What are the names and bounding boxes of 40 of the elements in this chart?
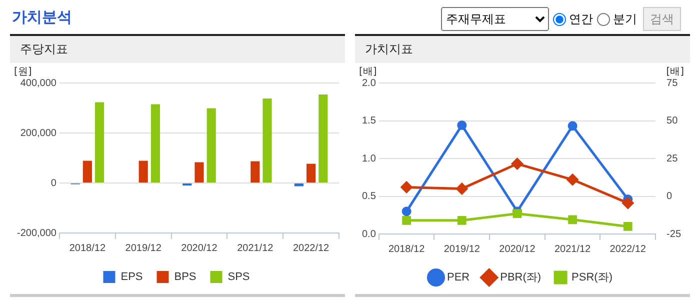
y-tick-label: 0 (50, 178, 57, 189)
chart-title: 가치지표 (355, 34, 690, 63)
legend-label: BPS (174, 271, 196, 284)
text: 분기 (612, 10, 637, 28)
x-tick-label: 2021/12 (554, 244, 592, 255)
text: 가치분석 (12, 8, 72, 27)
legend-label: PER (446, 272, 470, 284)
y2-tick-label: 50 (666, 116, 678, 126)
y2-tick-label: -25 (666, 228, 682, 240)
x-tick-label: 2019/12 (444, 244, 480, 255)
text: 연간 (568, 10, 593, 28)
y2-tick-label: 25 (666, 153, 678, 164)
y-axis-title: [원] (14, 66, 32, 78)
search-button: 검색 (643, 7, 681, 31)
legend-label: SPS (228, 271, 250, 284)
legend-label: PBR(좌) (500, 272, 542, 284)
x-tick-label: 2019/12 (125, 242, 162, 254)
legend-label: EPS (120, 271, 143, 284)
y-tick-label: 1.5 (362, 116, 376, 126)
chart-title: 주당지표 (10, 34, 345, 63)
x-tick-label: 2022/12 (292, 242, 330, 254)
legend-label: PSR(좌) (572, 272, 613, 284)
y-axis-title: [배] (359, 66, 377, 78)
x-tick-label: 2018/12 (69, 242, 106, 254)
x-tick-label: 2018/12 (388, 244, 426, 255)
y-tick-label: 400,000 (20, 78, 57, 89)
x-tick-label: 2021/12 (237, 242, 274, 254)
y-tick-label: 200,000 (20, 128, 57, 139)
x-tick-label: 2020/12 (181, 242, 218, 254)
y-tick-label: 1.0 (362, 153, 376, 164)
y2-tick-label: 75 (666, 78, 678, 89)
dropdown: 주재무제표 (441, 7, 549, 31)
y2-tick-label: 0 (666, 191, 673, 202)
y-tick-label: 0.5 (362, 191, 376, 202)
x-tick-label: 2020/12 (499, 244, 536, 255)
y-tick-label: -200,000 (16, 228, 57, 239)
x-tick-label: 2022/12 (610, 244, 646, 255)
y-tick-label: 0.0 (362, 228, 376, 240)
y-tick-label: 2.0 (362, 78, 376, 89)
y2-axis-title: [배] (666, 66, 684, 78)
